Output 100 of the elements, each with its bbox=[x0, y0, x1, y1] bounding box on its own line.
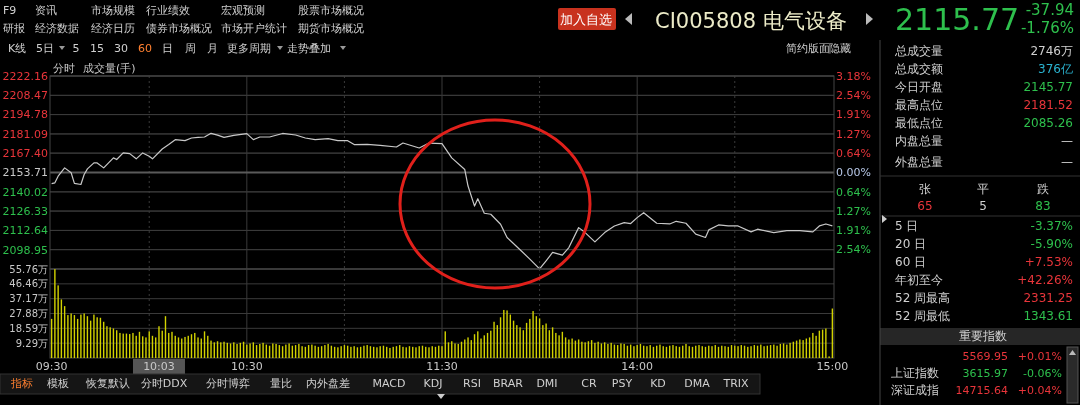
y-tick-label: 2112.64 bbox=[2, 224, 48, 238]
line-series bbox=[51, 132, 833, 270]
text: 分时 bbox=[53, 62, 75, 75]
text: 行业绩效 bbox=[146, 4, 190, 17]
y2-tick-label: 1.91% bbox=[836, 108, 871, 122]
text: 2085.26 bbox=[1023, 116, 1073, 130]
text: 60 bbox=[138, 42, 152, 55]
text: 分时DDX bbox=[140, 377, 188, 390]
text: KDJ bbox=[423, 377, 443, 390]
text: — bbox=[1061, 155, 1073, 169]
text: 市场开户统计 bbox=[221, 22, 287, 35]
text: 量比 bbox=[270, 377, 292, 390]
text: 30 bbox=[114, 42, 128, 55]
text: F9 bbox=[3, 4, 17, 17]
text: +7.53% bbox=[1024, 255, 1073, 269]
y2-tick-label: 1.27% bbox=[836, 204, 871, 218]
text: 最低点位 bbox=[895, 116, 943, 130]
text: 20 日 bbox=[895, 237, 927, 251]
y-tick-label: 2181.09 bbox=[2, 127, 48, 141]
text: 总成交额 bbox=[894, 62, 943, 76]
text: PSY bbox=[611, 377, 633, 390]
y2-tick-label: 1.91% bbox=[836, 224, 871, 238]
y2-tick-label: 2.54% bbox=[836, 243, 871, 257]
text: DMI bbox=[536, 377, 558, 390]
x-tick-label: 14:00 bbox=[621, 360, 654, 373]
text: 总成交量 bbox=[894, 44, 943, 58]
y-tick-label: 27.88万 bbox=[9, 308, 48, 319]
x-tick-label: 10:30 bbox=[230, 360, 263, 373]
text: 恢复默认 bbox=[85, 377, 130, 390]
text: 年初至今 bbox=[895, 273, 943, 287]
text: 指标 bbox=[10, 377, 33, 390]
text: 5569.95 bbox=[962, 350, 1008, 363]
text: 分时博弈 bbox=[206, 377, 250, 390]
text: 宏观预测 bbox=[221, 4, 265, 17]
y2-tick-label: 0.64% bbox=[836, 146, 871, 160]
text: BRAR bbox=[493, 377, 524, 390]
y2-tick-label: 3.18% bbox=[836, 69, 871, 83]
text: 走势叠加 bbox=[287, 42, 331, 55]
text: -0.06% bbox=[1023, 367, 1062, 380]
text: 日 bbox=[161, 42, 173, 55]
y-tick-label: 9.29万 bbox=[15, 337, 48, 349]
text: 内外盘差 bbox=[306, 377, 350, 390]
text: 5日 bbox=[36, 42, 54, 55]
text: 市场规模 bbox=[91, 4, 135, 17]
text: 模板 bbox=[47, 377, 69, 390]
y-tick-label: 55.76万 bbox=[9, 263, 48, 275]
text: -5.90% bbox=[1030, 237, 1073, 251]
text: 简约版面 bbox=[786, 42, 830, 55]
text: 最高点位 bbox=[895, 98, 943, 112]
x-tick-label: 09:30 bbox=[35, 360, 68, 373]
text: -37.94 bbox=[1025, 1, 1074, 19]
text: 债券市场概况 bbox=[146, 22, 212, 35]
text: 研报 bbox=[3, 22, 25, 35]
y2-tick-label: 0.64% bbox=[836, 185, 871, 199]
text: 月 bbox=[206, 42, 218, 55]
text: 今日开盘 bbox=[895, 80, 943, 94]
text: 经济数据 bbox=[35, 22, 79, 35]
text: TRIX bbox=[722, 377, 750, 390]
text: +42.26% bbox=[1017, 273, 1073, 287]
text: 重要指数 bbox=[959, 329, 1007, 343]
text: 张 bbox=[919, 182, 931, 196]
text: 60 日 bbox=[895, 255, 927, 269]
text: 5 bbox=[979, 199, 987, 213]
text: +0.01% bbox=[1017, 350, 1062, 363]
text: 内盘总量 bbox=[895, 134, 943, 148]
y-tick-label: 2140.02 bbox=[2, 185, 48, 199]
text: 65 bbox=[917, 199, 933, 213]
text: -1.76% bbox=[1020, 19, 1074, 37]
text: 跌 bbox=[1037, 182, 1049, 196]
text: 2145.77 bbox=[1023, 80, 1073, 94]
text: 2746万 bbox=[1030, 44, 1073, 58]
text: 加入自选 bbox=[560, 12, 612, 27]
text: 更多周期 bbox=[227, 42, 271, 55]
text: 上证指数 bbox=[891, 366, 939, 380]
text: — bbox=[1061, 134, 1073, 148]
y-tick-label: 46.46万 bbox=[9, 278, 48, 290]
text: K线 bbox=[8, 42, 27, 55]
text: 平 bbox=[977, 182, 989, 196]
text: 成交量(手) bbox=[83, 62, 136, 75]
text: MACD bbox=[372, 377, 406, 390]
y-tick-label: 2167.40 bbox=[2, 147, 48, 161]
text: +0.04% bbox=[1017, 384, 1062, 397]
text: 5 bbox=[72, 42, 80, 55]
text: 深证成指 bbox=[891, 383, 939, 397]
text: 2181.52 bbox=[1023, 98, 1073, 112]
x-tick-label: 11:30 bbox=[426, 360, 458, 373]
x-tick-label: 10:03 bbox=[143, 360, 175, 373]
text: 3615.97 bbox=[962, 367, 1008, 380]
text: CR bbox=[581, 377, 598, 390]
y-tick-label: 37.17万 bbox=[9, 293, 48, 305]
y2-tick-label: 1.27% bbox=[836, 127, 871, 141]
text: 期货市场概况 bbox=[298, 22, 364, 35]
text: 5 日 bbox=[895, 219, 919, 233]
y-tick-label: 2098.95 bbox=[2, 243, 48, 257]
y-tick-label: 2126.33 bbox=[2, 204, 48, 218]
text: DMA bbox=[684, 377, 711, 390]
y2-tick-label: 2.54% bbox=[836, 89, 871, 103]
text: 2331.25 bbox=[1023, 291, 1073, 305]
text: 14715.64 bbox=[955, 384, 1008, 397]
text: 资讯 bbox=[35, 4, 57, 17]
